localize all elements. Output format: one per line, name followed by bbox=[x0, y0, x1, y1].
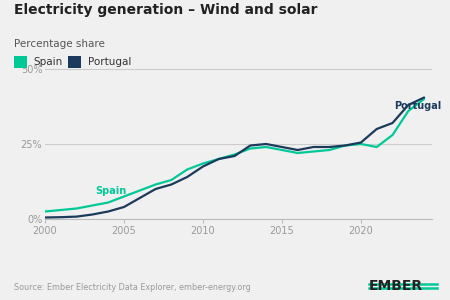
Text: Portugal: Portugal bbox=[88, 57, 131, 67]
Text: Source: Ember Electricity Data Explorer, ember-energy.org: Source: Ember Electricity Data Explorer,… bbox=[14, 284, 250, 292]
Text: Portugal: Portugal bbox=[394, 101, 441, 111]
Text: Spain: Spain bbox=[95, 187, 127, 196]
Text: Spain: Spain bbox=[34, 57, 63, 67]
Text: Percentage share: Percentage share bbox=[14, 39, 104, 49]
Text: Electricity generation – Wind and solar: Electricity generation – Wind and solar bbox=[14, 3, 317, 17]
Text: EMBER: EMBER bbox=[369, 278, 423, 292]
